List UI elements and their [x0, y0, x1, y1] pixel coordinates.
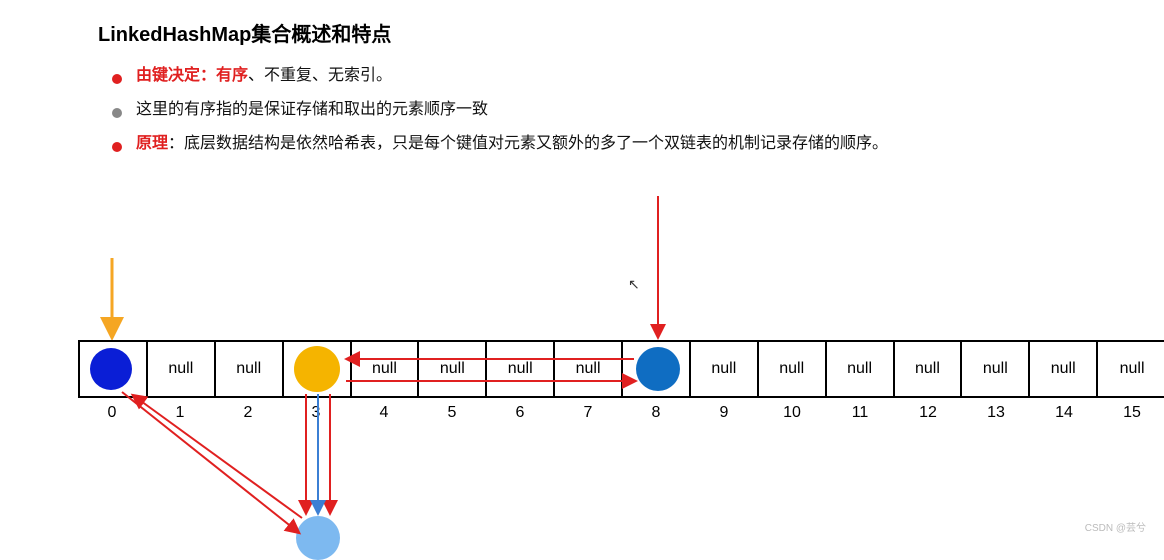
index-label: 2 [214, 404, 282, 422]
index-label: 10 [758, 404, 826, 422]
array-cell: null [1098, 342, 1164, 396]
index-label: 0 [78, 404, 146, 422]
index-label: 15 [1098, 404, 1164, 422]
bullet-dot-icon [112, 142, 122, 152]
index-label: 11 [826, 404, 894, 422]
index-label: 3 [282, 404, 350, 422]
page-title: LinkedHashMap集合概述和特点 [98, 18, 1164, 47]
watermark: CSDN @芸兮 [1085, 519, 1146, 534]
bullet-text: 原理：底层数据结构是依然哈希表，只是每个键值对元素又额外的多了一个双链表的机制记… [136, 129, 888, 153]
index-row: 0123456789101112131415 [78, 404, 1164, 422]
cursor-icon: ↖ [628, 276, 640, 293]
bullet-text: 由键决定：有序、不重复、无索引。 [136, 61, 392, 85]
array-cell: null [148, 342, 216, 396]
index-label: 7 [554, 404, 622, 422]
node-3-circle [294, 346, 340, 392]
bullet-list: 由键决定：有序、不重复、无索引。这里的有序指的是保证存储和取出的元素顺序一致原理… [98, 61, 1164, 153]
bullet-dot-icon [112, 74, 122, 84]
bullet-item: 原理：底层数据结构是依然哈希表，只是每个键值对元素又额外的多了一个双链表的机制记… [112, 129, 1164, 153]
index-label: 1 [146, 404, 214, 422]
node-8-circle [636, 347, 680, 391]
entry-arrow-8 [652, 196, 672, 342]
array-cell: null [419, 342, 487, 396]
array-cell: null [1030, 342, 1098, 396]
node-0-circle [90, 348, 132, 390]
bullet-text: 这里的有序指的是保证存储和取出的元素顺序一致 [136, 95, 488, 119]
index-label: 14 [1030, 404, 1098, 422]
node-child-circle [296, 516, 340, 560]
array-cell: null [352, 342, 420, 396]
array-cell: null [216, 342, 284, 396]
index-label: 9 [690, 404, 758, 422]
entry-arrow-0 [108, 258, 128, 340]
array-cell: null [895, 342, 963, 396]
index-label: 5 [418, 404, 486, 422]
index-label: 8 [622, 404, 690, 422]
array-table: nullnullnullnullnullnullnullnullnullnull… [78, 340, 1164, 398]
index-label: 12 [894, 404, 962, 422]
bullet-item: 这里的有序指的是保证存储和取出的元素顺序一致 [112, 95, 1164, 119]
bullet-dot-icon [112, 108, 122, 118]
index-label: 4 [350, 404, 418, 422]
array-cell: null [691, 342, 759, 396]
array-cell: null [759, 342, 827, 396]
array-cell: null [962, 342, 1030, 396]
index-label: 13 [962, 404, 1030, 422]
hash-array-diagram: nullnullnullnullnullnullnullnullnullnull… [78, 340, 1164, 422]
array-cell: null [487, 342, 555, 396]
bullet-item: 由键决定：有序、不重复、无索引。 [112, 61, 1164, 85]
index-label: 6 [486, 404, 554, 422]
array-cell: null [827, 342, 895, 396]
array-cell: null [555, 342, 623, 396]
